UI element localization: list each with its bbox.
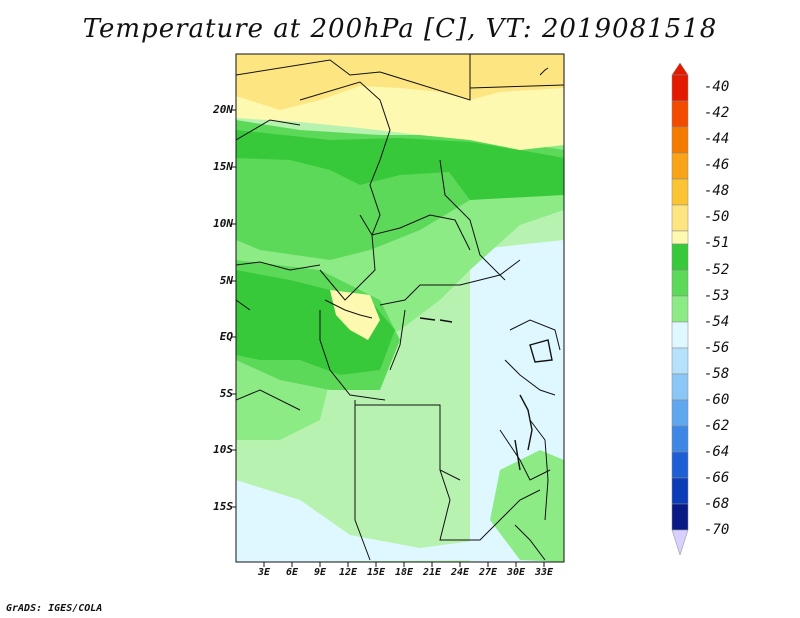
colorbar-label: -53 <box>704 288 730 304</box>
lon-label-30e: 30E <box>506 567 526 578</box>
lon-label-33e: 33E <box>534 567 554 578</box>
colorbar-cell <box>671 347 689 375</box>
axis-ticks <box>231 109 545 567</box>
colorbar <box>671 62 689 556</box>
lat-label-5n: 5N <box>219 274 233 287</box>
lat-label-eq: EQ <box>219 330 233 343</box>
colorbar-cell <box>671 230 689 245</box>
lat-label-10n: 10N <box>213 217 233 230</box>
colorbar-label: -68 <box>704 496 730 512</box>
colorbar-label: -64 <box>704 444 730 460</box>
zone-minus51-west <box>236 270 395 375</box>
colorbar-cell <box>671 451 689 479</box>
lon-label-27e: 27E <box>478 567 498 578</box>
lon-label-15e: 15E <box>366 567 386 578</box>
colorbar-label: -70 <box>704 522 730 538</box>
colorbar-label: -50 <box>704 209 730 225</box>
lon-label-21e: 21E <box>422 567 442 578</box>
colorbar-cell <box>671 269 689 297</box>
zone-minus48 <box>236 54 564 110</box>
lat-label-5s: 5S <box>219 387 233 400</box>
credit-text: GrADS: IGES/COLA <box>6 603 103 614</box>
colorbar-label: -52 <box>704 262 730 278</box>
colorbar-label: -44 <box>704 131 730 147</box>
colorbar-cell <box>671 425 689 453</box>
zone-minus53-south <box>490 450 564 562</box>
lon-label-3e: 3E <box>257 567 271 578</box>
country-borders <box>236 54 564 561</box>
colorbar-label: -58 <box>704 366 730 382</box>
colorbar-cell <box>671 152 689 180</box>
lon-label-24e: 24E <box>450 567 470 578</box>
colorbar-label: -54 <box>704 314 730 330</box>
colorbar-cell <box>671 503 689 531</box>
colorbar-label: -66 <box>704 470 730 486</box>
colorbar-cell <box>671 74 689 102</box>
colorbar-cell <box>671 178 689 206</box>
lakes <box>419 317 553 471</box>
colorbar-label: -51 <box>704 235 730 251</box>
map-title: Temperature at 200hPa [C], VT: 201908151… <box>82 14 718 44</box>
colorbar-label: -42 <box>704 105 730 121</box>
colorbar-cell <box>671 399 689 427</box>
colorbar-cell <box>671 321 689 349</box>
colorbar-bottom-arrow <box>671 529 689 556</box>
lat-label-20n: 20N <box>213 103 233 116</box>
lon-label-9e: 9E <box>313 567 327 578</box>
colorbar-label: -56 <box>704 340 730 356</box>
colorbar-label: -48 <box>704 183 730 199</box>
colorbar-label: -46 <box>704 157 730 173</box>
lon-label-18e: 18E <box>394 567 414 578</box>
lon-label-12e: 12E <box>338 567 358 578</box>
zone-minus54-south <box>236 480 520 562</box>
colorbar-cell <box>671 100 689 128</box>
colorbar-cell <box>671 373 689 401</box>
lon-label-6e: 6E <box>285 567 299 578</box>
colorbar-cell <box>671 243 689 271</box>
lat-label-10s: 10S <box>213 443 233 456</box>
colorbar-cell <box>671 126 689 154</box>
colorbar-cell <box>671 204 689 232</box>
temperature-field <box>236 54 564 562</box>
zone-minus50-pocket <box>330 290 380 340</box>
map-frame <box>235 53 565 563</box>
zone-minus51-east <box>440 160 564 200</box>
lat-label-15n: 15N <box>213 160 233 173</box>
colorbar-label: -40 <box>704 79 730 95</box>
colorbar-label: -60 <box>704 392 730 408</box>
colorbar-cell <box>671 477 689 505</box>
lat-label-15s: 15S <box>213 500 233 513</box>
colorbar-top-arrow <box>671 62 689 76</box>
colorbar-label: -62 <box>704 418 730 434</box>
colorbar-cell <box>671 295 689 323</box>
